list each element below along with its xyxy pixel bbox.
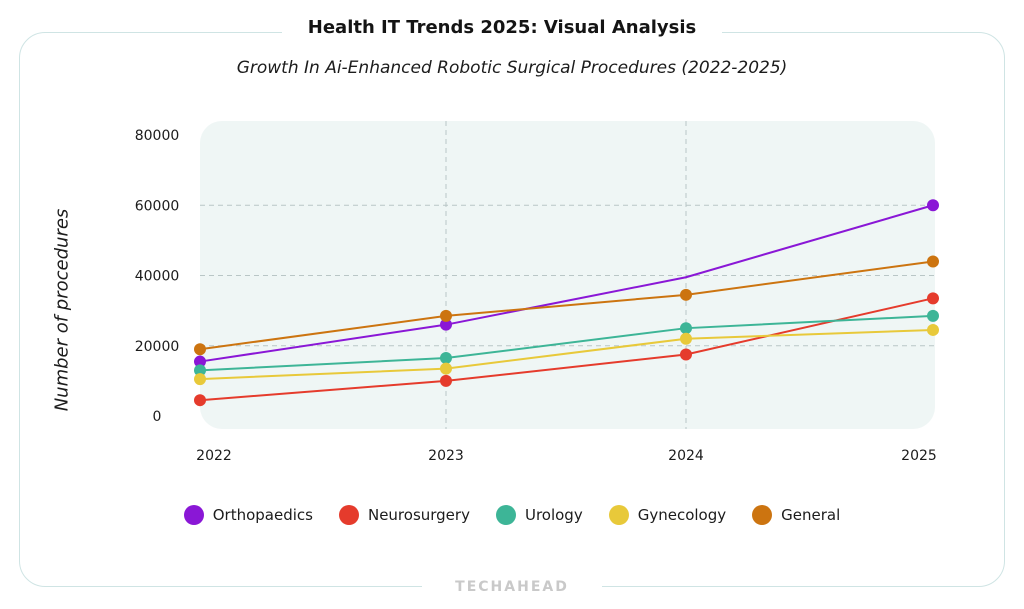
data-point-general — [927, 255, 939, 268]
series-line-general — [199, 260, 934, 351]
x-tick-labels: 2022 2023 2024 2025 — [196, 448, 937, 464]
y-tick-label: 60000 — [135, 198, 180, 214]
data-point-gynecology — [194, 373, 206, 386]
x-tick-label: 2024 — [668, 448, 704, 464]
series-group — [194, 199, 939, 407]
data-point-neurosurgery — [927, 292, 939, 305]
page-title: Health IT Trends 2025: Visual Analysis — [307, 17, 697, 38]
legend-item-orthopaedics: Orthopaedics — [183, 505, 313, 525]
legend-item-gynecology: Gynecology — [608, 505, 727, 525]
legend-label: Gynecology — [637, 506, 727, 524]
data-point-gynecology — [680, 332, 692, 345]
legend-label: Urology — [524, 506, 583, 524]
data-point-general — [440, 309, 452, 322]
legend-marker — [752, 505, 773, 525]
data-point-gynecology — [440, 362, 452, 375]
chart-title: Growth In Ai-Enhanced Robotic Surgical P… — [236, 58, 788, 78]
y-tick-labels: 0 20000 40000 60000 80000 — [135, 128, 180, 425]
data-point-orthopaedics — [194, 355, 206, 368]
legend-marker — [338, 505, 359, 525]
data-point-orthopaedics — [927, 199, 939, 212]
y-tick-label: 0 — [153, 409, 162, 425]
y-tick-label: 20000 — [135, 339, 180, 355]
data-point-urology — [927, 309, 939, 322]
legend-item-urology: Urology — [495, 505, 583, 525]
plot-area — [200, 121, 935, 429]
data-point-gynecology — [927, 323, 939, 336]
legend-marker — [608, 505, 629, 525]
legend-label: Orthopaedics — [212, 506, 313, 524]
data-point-urology — [194, 364, 206, 377]
brand-logo-text: TECHAHEAD — [455, 579, 569, 595]
legend-marker — [183, 505, 204, 525]
legend-item-neurosurgery: Neurosurgery — [338, 505, 470, 525]
title-mask — [282, 14, 722, 48]
y-tick-label: 80000 — [135, 128, 180, 144]
data-point-neurosurgery — [680, 348, 692, 361]
data-point-neurosurgery — [194, 394, 206, 407]
legend: Orthopaedics Neurosurgery Urology Gynecolog… — [0, 505, 1024, 525]
series-line-urology — [199, 314, 934, 372]
x-tick-label: 2022 — [196, 448, 232, 464]
legend-item-general: General — [752, 505, 840, 525]
x-tick-label: 2025 — [901, 448, 937, 464]
legend-marker — [495, 505, 516, 525]
series-line-neurosurgery — [199, 297, 934, 402]
data-point-urology — [680, 322, 692, 335]
legend-label: General — [781, 506, 841, 524]
y-tick-label: 40000 — [135, 269, 180, 285]
x-tick-label: 2023 — [428, 448, 464, 464]
legend-label: Neurosurgery — [367, 506, 470, 524]
data-point-general — [194, 343, 206, 356]
data-point-general — [680, 288, 692, 301]
data-point-urology — [440, 352, 452, 365]
series-line-gynecology — [199, 328, 934, 381]
series-line-orthopaedics — [199, 204, 934, 363]
data-point-orthopaedics — [440, 318, 452, 331]
brand-mask — [422, 578, 602, 598]
data-point-neurosurgery — [440, 374, 452, 387]
